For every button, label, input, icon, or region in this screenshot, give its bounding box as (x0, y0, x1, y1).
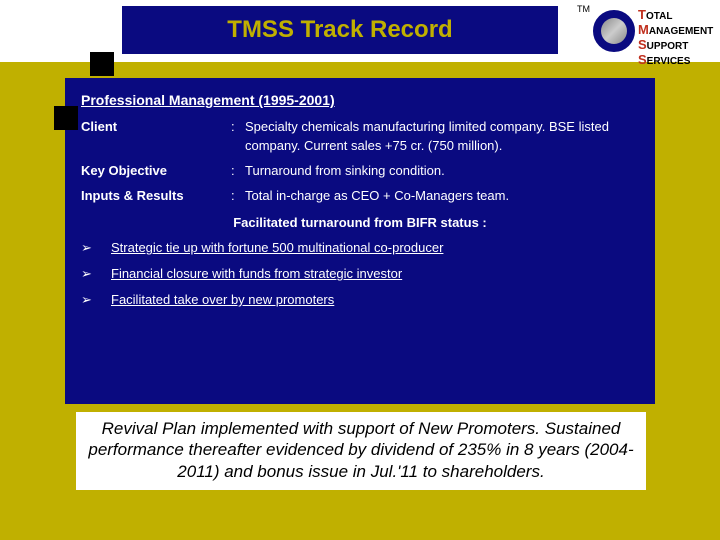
title-bar: TMSS Track Record (122, 6, 558, 54)
facilitated-heading: Facilitated turnaround from BIFR status … (81, 215, 639, 230)
kv-label: Client (81, 118, 231, 156)
kv-row-objective: Key Objective : Turnaround from sinking … (81, 162, 639, 181)
kv-label: Key Objective (81, 162, 231, 181)
trademark-label: TM (577, 4, 590, 14)
bullet-icon: ➢ (81, 266, 111, 282)
bullet-text: Facilitated take over by new promoters (111, 292, 334, 308)
org-name: TOTAL MANAGEMENT SUPPORT SERVICES (638, 8, 714, 68)
kv-row-client: Client : Specialty chemicals manufacturi… (81, 118, 639, 156)
kv-row-inputs: Inputs & Results : Total in-charge as CE… (81, 187, 639, 206)
kv-value: Total in-charge as CEO + Co-Managers tea… (245, 187, 639, 206)
kv-colon: : (231, 162, 245, 181)
list-item: ➢ Strategic tie up with fortune 500 mult… (81, 240, 639, 256)
footer-callout: Revival Plan implemented with support of… (76, 412, 646, 490)
content-panel: Professional Management (1995-2001) Clie… (65, 78, 655, 404)
bullet-text: Financial closure with funds from strate… (111, 266, 402, 282)
kv-value: Turnaround from sinking condition. (245, 162, 639, 181)
decorative-square-icon (90, 52, 114, 76)
list-item: ➢ Facilitated take over by new promoters (81, 292, 639, 308)
kv-label: Inputs & Results (81, 187, 231, 206)
bullet-icon: ➢ (81, 292, 111, 308)
kv-value: Specialty chemicals manufacturing limite… (245, 118, 639, 156)
org-logo-icon (593, 10, 635, 52)
slide-title: TMSS Track Record (227, 16, 452, 44)
bullet-text: Strategic tie up with fortune 500 multin… (111, 240, 443, 256)
footer-text: Revival Plan implemented with support of… (88, 419, 633, 481)
bullet-icon: ➢ (81, 240, 111, 256)
bullet-list: ➢ Strategic tie up with fortune 500 mult… (81, 240, 639, 308)
section-heading: Professional Management (1995-2001) (81, 92, 639, 108)
decorative-square-icon (54, 106, 78, 130)
list-item: ➢ Financial closure with funds from stra… (81, 266, 639, 282)
kv-colon: : (231, 187, 245, 206)
kv-colon: : (231, 118, 245, 156)
slide: TMSS Track Record TM TOTAL MANAGEMENT SU… (0, 0, 720, 540)
